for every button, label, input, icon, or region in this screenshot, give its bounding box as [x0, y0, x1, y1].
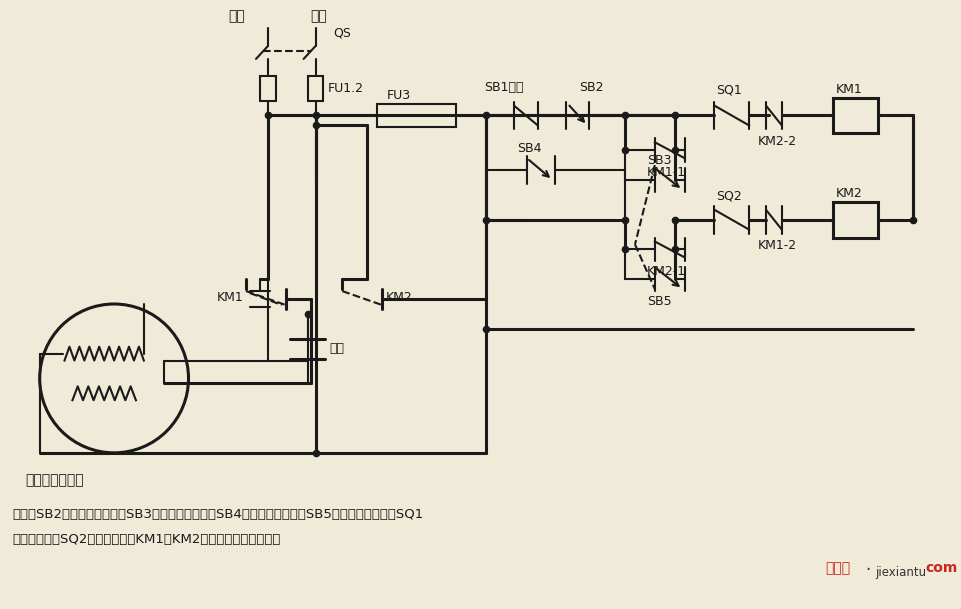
- Text: QS: QS: [333, 27, 351, 40]
- Text: KM2-2: KM2-2: [757, 135, 797, 148]
- Text: 接线图: 接线图: [825, 561, 850, 575]
- Text: 电容: 电容: [329, 342, 344, 355]
- Text: 说明：SB2为上升启动按鈕，SB3为上升点动按鈕，SB4为下降启动按鈕，SB5为下降点动按鈕；SQ1: 说明：SB2为上升启动按鈕，SB3为上升点动按鈕，SB4为下降启动按鈕，SB5为…: [12, 508, 423, 521]
- Text: jiexiantu: jiexiantu: [875, 566, 925, 579]
- Text: 火线: 火线: [228, 9, 245, 23]
- Text: FU1.2: FU1.2: [327, 82, 363, 95]
- Text: com: com: [924, 561, 957, 575]
- Text: 为最高限位，SQ2为最低限位。KM1、KM2可用中间继电器代替。: 为最高限位，SQ2为最低限位。KM1、KM2可用中间继电器代替。: [12, 533, 280, 546]
- Bar: [377, 104, 456, 127]
- Text: FU3: FU3: [386, 89, 410, 102]
- Text: 零线: 零线: [310, 9, 327, 23]
- Bar: [832, 97, 877, 133]
- Bar: [259, 76, 276, 100]
- Text: SB1停止: SB1停止: [483, 81, 523, 94]
- Text: KM1: KM1: [216, 290, 243, 303]
- Text: SB3: SB3: [646, 153, 671, 167]
- Text: KM2: KM2: [385, 290, 412, 303]
- Text: KM1-1: KM1-1: [646, 166, 685, 178]
- Text: KM2: KM2: [834, 188, 861, 200]
- Text: 单相电容电动机: 单相电容电动机: [25, 474, 84, 488]
- Text: KM1: KM1: [834, 83, 861, 96]
- Text: SQ2: SQ2: [716, 189, 741, 202]
- Text: SB2: SB2: [579, 81, 604, 94]
- Bar: [832, 202, 877, 238]
- Text: KM1-2: KM1-2: [757, 239, 797, 252]
- Text: ·: ·: [864, 561, 870, 579]
- Text: SB4: SB4: [516, 142, 541, 155]
- Bar: [308, 76, 323, 100]
- Text: SB5: SB5: [646, 295, 671, 308]
- Text: SQ1: SQ1: [716, 83, 741, 96]
- Text: KM2-1: KM2-1: [646, 265, 685, 278]
